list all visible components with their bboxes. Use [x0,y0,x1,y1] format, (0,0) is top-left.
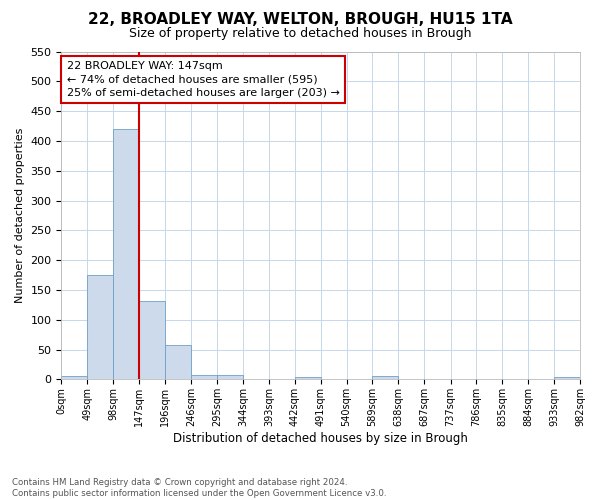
Bar [217,374,243,380]
Bar [165,345,191,380]
Bar [191,374,217,380]
Text: Size of property relative to detached houses in Brough: Size of property relative to detached ho… [129,28,471,40]
Y-axis label: Number of detached properties: Number of detached properties [15,128,25,303]
Bar [554,377,580,380]
Bar [373,376,398,380]
X-axis label: Distribution of detached houses by size in Brough: Distribution of detached houses by size … [173,432,468,445]
Bar [295,377,321,380]
Text: 22, BROADLEY WAY, WELTON, BROUGH, HU15 1TA: 22, BROADLEY WAY, WELTON, BROUGH, HU15 1… [88,12,512,28]
Bar [139,300,165,380]
Text: 22 BROADLEY WAY: 147sqm
← 74% of detached houses are smaller (595)
25% of semi-d: 22 BROADLEY WAY: 147sqm ← 74% of detache… [67,62,340,98]
Text: Contains HM Land Registry data © Crown copyright and database right 2024.
Contai: Contains HM Land Registry data © Crown c… [12,478,386,498]
Bar [113,129,139,380]
Bar [87,275,113,380]
Bar [61,376,87,380]
